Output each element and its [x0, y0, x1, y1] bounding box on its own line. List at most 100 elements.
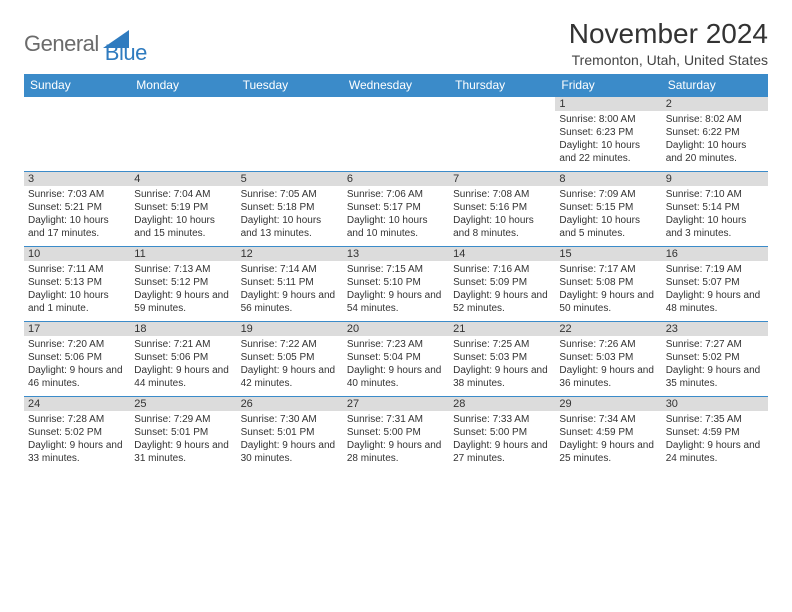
day-details: Sunrise: 7:16 AMSunset: 5:09 PMDaylight:… — [453, 263, 551, 315]
day-info-cell: Sunrise: 7:17 AMSunset: 5:08 PMDaylight:… — [555, 261, 661, 322]
day-info-cell: Sunrise: 7:05 AMSunset: 5:18 PMDaylight:… — [237, 186, 343, 247]
day-details: Sunrise: 7:17 AMSunset: 5:08 PMDaylight:… — [559, 263, 657, 315]
day-number-cell: 20 — [343, 322, 449, 337]
day-number-cell: 15 — [555, 247, 661, 262]
day-number-cell: 2 — [662, 97, 768, 112]
day-details: Sunrise: 8:00 AMSunset: 6:23 PMDaylight:… — [559, 113, 657, 165]
day-number-cell: 22 — [555, 322, 661, 337]
day-info-cell: Sunrise: 7:08 AMSunset: 5:16 PMDaylight:… — [449, 186, 555, 247]
day-number-cell: 16 — [662, 247, 768, 262]
day-info-cell: Sunrise: 7:13 AMSunset: 5:12 PMDaylight:… — [130, 261, 236, 322]
day-info-cell: Sunrise: 7:22 AMSunset: 5:05 PMDaylight:… — [237, 336, 343, 397]
day-number: 21 — [453, 323, 551, 335]
day-number: 9 — [666, 173, 764, 185]
day-number-cell: 4 — [130, 172, 236, 187]
day-details: Sunrise: 7:27 AMSunset: 5:02 PMDaylight:… — [666, 338, 764, 390]
daynum-row: 3456789 — [24, 172, 768, 187]
day-number: 2 — [666, 98, 764, 110]
weekday-header: Thursday — [449, 74, 555, 97]
daynum-row: 17181920212223 — [24, 322, 768, 337]
day-number: 3 — [28, 173, 126, 185]
title-block: November 2024 Tremonton, Utah, United St… — [569, 18, 768, 68]
day-number-cell — [449, 97, 555, 112]
day-number: 20 — [347, 323, 445, 335]
day-details: Sunrise: 7:35 AMSunset: 4:59 PMDaylight:… — [666, 413, 764, 465]
day-info-cell: Sunrise: 8:00 AMSunset: 6:23 PMDaylight:… — [555, 111, 661, 172]
day-number: 14 — [453, 248, 551, 260]
day-info-cell — [449, 111, 555, 172]
day-details: Sunrise: 7:11 AMSunset: 5:13 PMDaylight:… — [28, 263, 126, 315]
day-number: 5 — [241, 173, 339, 185]
day-number-cell: 10 — [24, 247, 130, 262]
day-number: 28 — [453, 398, 551, 410]
day-number: 12 — [241, 248, 339, 260]
day-number-cell: 18 — [130, 322, 236, 337]
day-details: Sunrise: 7:10 AMSunset: 5:14 PMDaylight:… — [666, 188, 764, 240]
day-number: 1 — [559, 98, 657, 110]
logo-text-general: General — [24, 31, 99, 57]
day-number-cell: 24 — [24, 397, 130, 412]
info-row: Sunrise: 7:20 AMSunset: 5:06 PMDaylight:… — [24, 336, 768, 397]
day-number-cell: 23 — [662, 322, 768, 337]
day-number-cell: 8 — [555, 172, 661, 187]
day-number: 7 — [453, 173, 551, 185]
day-info-cell: Sunrise: 7:28 AMSunset: 5:02 PMDaylight:… — [24, 411, 130, 471]
daynum-row: 10 11 12 13 14 1516 — [24, 247, 768, 262]
day-info-cell — [343, 111, 449, 172]
day-info-cell: Sunrise: 7:23 AMSunset: 5:04 PMDaylight:… — [343, 336, 449, 397]
day-number: 8 — [559, 173, 657, 185]
day-info-cell: Sunrise: 7:33 AMSunset: 5:00 PMDaylight:… — [449, 411, 555, 471]
day-info-cell — [130, 111, 236, 172]
day-number-cell: 11 — [130, 247, 236, 262]
day-number: 27 — [347, 398, 445, 410]
day-number-cell: 5 — [237, 172, 343, 187]
info-row: Sunrise: 7:28 AMSunset: 5:02 PMDaylight:… — [24, 411, 768, 471]
day-details: Sunrise: 8:02 AMSunset: 6:22 PMDaylight:… — [666, 113, 764, 165]
day-number: 24 — [28, 398, 126, 410]
day-number: 29 — [559, 398, 657, 410]
day-info-cell: Sunrise: 7:09 AMSunset: 5:15 PMDaylight:… — [555, 186, 661, 247]
day-info-cell: Sunrise: 7:11 AMSunset: 5:13 PMDaylight:… — [24, 261, 130, 322]
day-number-cell: 7 — [449, 172, 555, 187]
day-details: Sunrise: 7:09 AMSunset: 5:15 PMDaylight:… — [559, 188, 657, 240]
day-info-cell: Sunrise: 7:27 AMSunset: 5:02 PMDaylight:… — [662, 336, 768, 397]
day-number: 10 — [28, 248, 126, 260]
day-number-cell — [130, 97, 236, 112]
day-details: Sunrise: 7:21 AMSunset: 5:06 PMDaylight:… — [134, 338, 232, 390]
weekday-header-row: SundayMondayTuesdayWednesdayThursdayFrid… — [24, 74, 768, 97]
day-number: 25 — [134, 398, 232, 410]
day-number-cell: 14 — [449, 247, 555, 262]
day-number: 4 — [134, 173, 232, 185]
weekday-header: Sunday — [24, 74, 130, 97]
day-details: Sunrise: 7:25 AMSunset: 5:03 PMDaylight:… — [453, 338, 551, 390]
daynum-row: 24252627282930 — [24, 397, 768, 412]
day-details: Sunrise: 7:19 AMSunset: 5:07 PMDaylight:… — [666, 263, 764, 315]
day-number-cell: 13 — [343, 247, 449, 262]
day-info-cell: Sunrise: 7:29 AMSunset: 5:01 PMDaylight:… — [130, 411, 236, 471]
logo-text-blue: Blue — [105, 40, 147, 65]
day-number: 18 — [134, 323, 232, 335]
day-number-cell: 28 — [449, 397, 555, 412]
day-details: Sunrise: 7:31 AMSunset: 5:00 PMDaylight:… — [347, 413, 445, 465]
month-title: November 2024 — [569, 18, 768, 50]
weekday-header: Wednesday — [343, 74, 449, 97]
day-details: Sunrise: 7:05 AMSunset: 5:18 PMDaylight:… — [241, 188, 339, 240]
day-number: 17 — [28, 323, 126, 335]
day-number-cell: 27 — [343, 397, 449, 412]
day-info-cell: Sunrise: 7:31 AMSunset: 5:00 PMDaylight:… — [343, 411, 449, 471]
day-details: Sunrise: 7:14 AMSunset: 5:11 PMDaylight:… — [241, 263, 339, 315]
day-info-cell — [24, 111, 130, 172]
day-info-cell: Sunrise: 7:25 AMSunset: 5:03 PMDaylight:… — [449, 336, 555, 397]
day-details: Sunrise: 7:26 AMSunset: 5:03 PMDaylight:… — [559, 338, 657, 390]
day-details: Sunrise: 7:34 AMSunset: 4:59 PMDaylight:… — [559, 413, 657, 465]
day-details: Sunrise: 7:33 AMSunset: 5:00 PMDaylight:… — [453, 413, 551, 465]
day-number: 22 — [559, 323, 657, 335]
day-details: Sunrise: 7:28 AMSunset: 5:02 PMDaylight:… — [28, 413, 126, 465]
day-details: Sunrise: 7:23 AMSunset: 5:04 PMDaylight:… — [347, 338, 445, 390]
day-info-cell: Sunrise: 7:26 AMSunset: 5:03 PMDaylight:… — [555, 336, 661, 397]
day-number: 11 — [134, 248, 232, 260]
calendar-table: SundayMondayTuesdayWednesdayThursdayFrid… — [24, 74, 768, 471]
weekday-header: Friday — [555, 74, 661, 97]
day-number-cell: 30 — [662, 397, 768, 412]
header: General Blue November 2024 Tremonton, Ut… — [24, 18, 768, 68]
